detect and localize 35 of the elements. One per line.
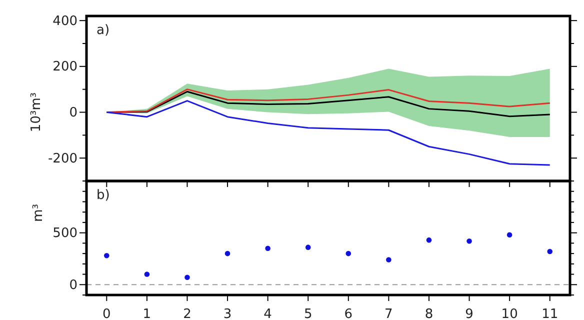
- y-tick-label: -200: [48, 151, 78, 166]
- annotation: a): [96, 23, 110, 38]
- x-tick-label: 1: [142, 307, 152, 320]
- x-tick-label: 5: [304, 307, 312, 320]
- point: [547, 248, 552, 254]
- point: [426, 237, 432, 243]
- point: [346, 250, 352, 256]
- x-tick-label: 4: [264, 307, 272, 320]
- point: [466, 238, 472, 244]
- point: [224, 250, 230, 256]
- x-tick-label: 11: [542, 307, 558, 320]
- x-tick-label: 0: [102, 307, 111, 320]
- x-tick-label: 7: [384, 307, 393, 320]
- x-tick-label: 8: [424, 307, 434, 320]
- point: [104, 252, 110, 258]
- point: [144, 272, 150, 277]
- y-axis-title: m³: [31, 204, 46, 222]
- y-tick-label: 0: [69, 105, 78, 120]
- line-series: [106, 100, 551, 166]
- annotation: b): [96, 188, 110, 203]
- x-tick-label: 6: [344, 307, 353, 320]
- x-tick-label: 9: [465, 307, 474, 320]
- point: [184, 274, 190, 280]
- y-axis-title: 10³m³: [29, 92, 44, 132]
- x-tick-label: 10: [501, 307, 518, 320]
- point: [305, 244, 311, 250]
- point: [386, 257, 392, 262]
- x-tick-label: 3: [223, 307, 232, 320]
- y-tick-label: 500: [52, 226, 78, 241]
- y-tick-label: 200: [52, 60, 78, 75]
- y-tick-label: 0: [69, 278, 78, 293]
- x-tick-label: 2: [183, 307, 192, 320]
- point: [265, 246, 270, 252]
- point: [506, 232, 512, 238]
- y-tick-label: 400: [52, 14, 78, 29]
